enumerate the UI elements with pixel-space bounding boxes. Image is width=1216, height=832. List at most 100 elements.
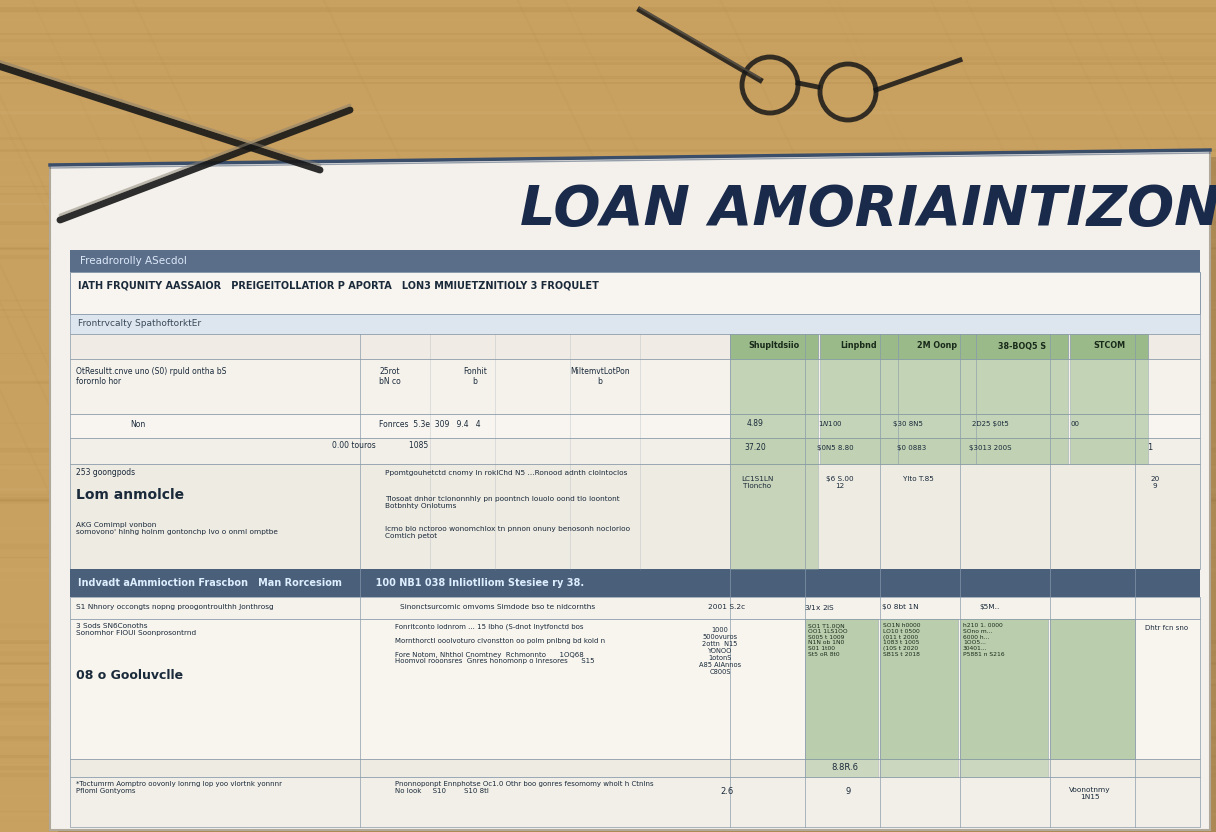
Bar <box>71 569 1200 597</box>
Text: STCOM: STCOM <box>1093 341 1125 350</box>
Text: 4.89: 4.89 <box>747 419 764 428</box>
Bar <box>1070 414 1148 438</box>
Text: S1 Nhnory occongts nopng proogontroulthh Jonthrosg: S1 Nhnory occongts nopng proogontroulthh… <box>75 604 274 610</box>
Text: Voonotnmy
1N15: Voonotnmy 1N15 <box>1069 787 1110 800</box>
Bar <box>959 759 1048 777</box>
Text: $5M..: $5M.. <box>980 604 1001 610</box>
Bar <box>71 759 1200 777</box>
Text: Non: Non <box>130 420 145 429</box>
Text: Dhtr fcn sno: Dhtr fcn sno <box>1145 625 1188 631</box>
Bar <box>820 359 897 414</box>
Text: 00: 00 <box>1070 421 1080 427</box>
Text: Shupltdsiio: Shupltdsiio <box>748 341 800 350</box>
Bar <box>976 414 1068 438</box>
Bar <box>1070 359 1148 414</box>
Bar <box>71 359 1200 414</box>
Text: Sinonctsurcomic omvoms Simdode bso te nidcornths: Sinonctsurcomic omvoms Simdode bso te ni… <box>400 604 595 610</box>
Text: $30 8N5: $30 8N5 <box>893 421 923 427</box>
Text: 2.6: 2.6 <box>720 786 733 795</box>
Bar <box>897 334 976 359</box>
Text: LOAN AMORIAINTIZON: LOAN AMORIAINTIZON <box>519 183 1216 237</box>
Text: Fonrces  5.3e  309   9.4   4: Fonrces 5.3e 309 9.4 4 <box>379 420 480 429</box>
Text: Ppomtgouhetctd cnomy ln roklChd N5 ...Ronood adnth clolntoclos: Ppomtgouhetctd cnomy ln roklChd N5 ...Ro… <box>385 470 627 476</box>
Bar <box>71 438 1200 464</box>
Bar <box>805 759 878 777</box>
Bar <box>880 619 958 759</box>
Text: SO1N h0000
LO10 t 0500
(011 t 2000
1083 t 1005
(10S t 2020
SB1S t 2018: SO1N h0000 LO10 t 0500 (011 t 2000 1083 … <box>883 623 921 657</box>
Bar <box>71 272 1200 314</box>
Bar <box>805 619 878 759</box>
Text: 1000
500ovuros
2ottn  N15
YONOO
1otonS
A85 AlAnnos
C800S: 1000 500ovuros 2ottn N15 YONOO 1otonS A8… <box>699 627 741 675</box>
Text: Fonhit
b: Fonhit b <box>463 367 486 386</box>
Bar <box>880 759 958 777</box>
Bar <box>71 314 1200 334</box>
Bar <box>976 359 1068 414</box>
Polygon shape <box>58 157 1216 832</box>
Bar <box>730 359 818 414</box>
Bar <box>71 597 1200 619</box>
Bar <box>897 438 976 464</box>
Text: $0N5 8.80: $0N5 8.80 <box>817 445 854 451</box>
Bar <box>959 619 1048 759</box>
Bar <box>71 777 1200 827</box>
Text: Ylto T.85: Ylto T.85 <box>902 476 934 482</box>
Text: Indvadt aAmmioction Frascbon   Man Rorcesiom          100 NB1 038 Inliotlliom St: Indvadt aAmmioction Frascbon Man Rorcesi… <box>78 578 584 588</box>
Text: IATH FRQUNITY AASSAIOR   PREIGEITOLLATIOR P APORTA   LON3 MMIUETZNITIOLY 3 FROQU: IATH FRQUNITY AASSAIOR PREIGEITOLLATIOR … <box>78 281 598 291</box>
Bar <box>820 414 897 438</box>
Text: Linpbnd: Linpbnd <box>840 341 877 350</box>
Text: $3l $1x 2iS: $3l $1x 2iS <box>805 602 835 612</box>
Text: 25rot
bN co: 25rot bN co <box>379 367 401 386</box>
Text: LC1S1LN
Tloncho: LC1S1LN Tloncho <box>741 476 773 489</box>
Bar <box>897 414 976 438</box>
Text: SO1 T1.0QN
OO1 1LS1OO
S005 t 1009
N1N ob 1N0
S01 1t00
St5 oR 8t0: SO1 T1.0QN OO1 1LS1OO S005 t 1009 N1N ob… <box>807 623 848 657</box>
Polygon shape <box>50 150 1210 830</box>
Text: 2D25 $0t5: 2D25 $0t5 <box>972 421 1008 427</box>
Text: Freadrorolly ASecdol: Freadrorolly ASecdol <box>80 256 187 266</box>
Text: $6 S.00
12: $6 S.00 12 <box>826 476 854 489</box>
Text: Frontrvcalty SpathoftorktEr: Frontrvcalty SpathoftorktEr <box>78 319 201 329</box>
Text: $1N $100: $1N $100 <box>817 419 843 428</box>
Bar <box>730 414 818 438</box>
Text: Tlosoat dnhor tclononnhly pn poontnch louolo oond tlo loontont
Botbnhty Onlotums: Tlosoat dnhor tclononnhly pn poontnch lo… <box>385 496 620 509</box>
Text: $0 0883: $0 0883 <box>897 445 927 451</box>
Text: 2001 S.2c: 2001 S.2c <box>709 604 745 610</box>
Text: 38-BOQ5 S: 38-BOQ5 S <box>998 341 1046 350</box>
Bar <box>730 334 818 359</box>
Text: 0.00 touros              1085: 0.00 touros 1085 <box>332 442 428 450</box>
Bar <box>730 438 818 464</box>
Text: 8.8R.6: 8.8R.6 <box>832 764 858 772</box>
Text: 1: 1 <box>1148 443 1153 453</box>
Text: 37.20: 37.20 <box>744 443 766 453</box>
Text: 08 o Gooluvclle: 08 o Gooluvclle <box>75 669 184 682</box>
Text: MiltemvtLotPon
b: MiltemvtLotPon b <box>570 367 630 386</box>
Bar <box>71 334 1200 359</box>
Text: 3 Sods SN6Conoths
Sonomhor FIOUI Soonprosontrnd: 3 Sods SN6Conoths Sonomhor FIOUI Soonpro… <box>75 623 196 636</box>
Bar <box>71 464 1200 569</box>
Bar <box>1049 619 1135 759</box>
Text: Icmo blo nctoroo wonomchlox tn pnnon onuny benosonh noclorioo
Comtich petot: Icmo blo nctoroo wonomchlox tn pnnon onu… <box>385 526 630 539</box>
Text: h210 1. 0000
SOno m...
6000 h...
1OO5...
30401...
P5881 n S216: h210 1. 0000 SOno m... 6000 h... 1OO5...… <box>963 623 1004 657</box>
Text: 20
9: 20 9 <box>1150 476 1160 489</box>
Text: 9: 9 <box>845 786 851 795</box>
Bar <box>820 334 897 359</box>
Bar <box>71 619 1200 759</box>
Bar <box>1070 438 1148 464</box>
Text: Pnonnoponpt Ennphotse Oc1.0 Othr boo gonres fesomomy wholt h Ctnlns
No look     : Pnonnoponpt Ennphotse Oc1.0 Othr boo gon… <box>395 781 654 794</box>
Text: *Toctumrm Aomptro oovonly lonrng lop yoo vlortnk yonnnr
Pfloml Gontyoms: *Toctumrm Aomptro oovonly lonrng lop yoo… <box>75 781 282 794</box>
Bar <box>976 334 1068 359</box>
Text: $0 8bt 1N: $0 8bt 1N <box>882 604 918 610</box>
Bar <box>820 438 897 464</box>
Text: 2M Oonp: 2M Oonp <box>917 341 957 350</box>
Bar <box>1070 334 1148 359</box>
Text: $3013 200S: $3013 200S <box>969 445 1012 451</box>
Text: OtResultt.cnve uno (S0) rpuld ontha bS
forornlo hor: OtResultt.cnve uno (S0) rpuld ontha bS f… <box>75 367 226 386</box>
Text: 253 goongpods: 253 goongpods <box>75 468 135 477</box>
Text: Fonritconto lodnrom ... 15 lbho (S-dnot lnytfonctd bos

Mornthorctl ooolvoturo c: Fonritconto lodnrom ... 15 lbho (S-dnot … <box>395 623 606 665</box>
Bar <box>71 414 1200 438</box>
Bar <box>71 250 1200 272</box>
Bar <box>897 359 976 414</box>
Bar <box>730 464 818 569</box>
Bar <box>976 438 1068 464</box>
Text: AKG Comimpl vonbon
somovono' hlnhg holnm gontonchp lvo o onml omptbe: AKG Comimpl vonbon somovono' hlnhg holnm… <box>75 522 278 535</box>
Text: Lom anmolcle: Lom anmolcle <box>75 488 184 502</box>
